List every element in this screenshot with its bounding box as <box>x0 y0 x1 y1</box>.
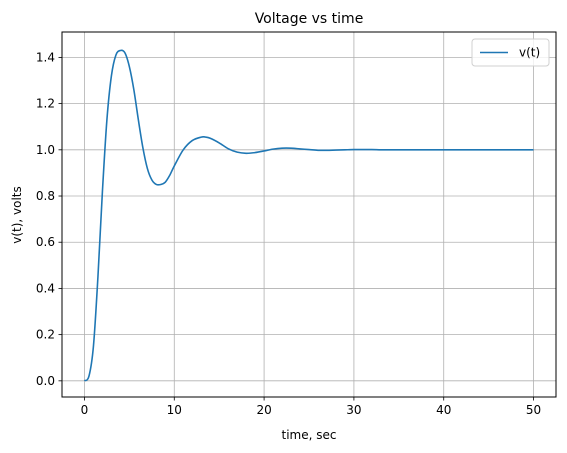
y-tick-label: 0.2 <box>36 328 55 342</box>
plot-frame <box>61 31 557 398</box>
series-layer <box>83 49 534 382</box>
x-tick-label: 10 <box>167 403 182 417</box>
y-tick-label: 0.8 <box>36 189 55 203</box>
y-tick-label: 0.6 <box>36 235 55 249</box>
y-tick-label: 0.4 <box>36 281 55 295</box>
legend: v(t) <box>471 38 550 67</box>
legend-label: v(t) <box>519 46 540 60</box>
y-tick-label: 0.0 <box>36 374 55 388</box>
y-tick-label: 1.2 <box>36 97 55 111</box>
y-tick-label: 1.4 <box>36 50 55 64</box>
x-tick-label: 50 <box>526 403 541 417</box>
x-tick-label: 0 <box>81 403 89 417</box>
chart-title: Voltage vs time <box>255 11 364 27</box>
plot-area <box>62 32 556 397</box>
y-tick-label: 1.0 <box>36 143 55 157</box>
x-axis-label: time, sec <box>282 428 337 442</box>
x-tick-label: 30 <box>346 403 361 417</box>
x-tick-label: 20 <box>256 403 271 417</box>
y-axis-label: v(t), volts <box>10 186 24 244</box>
grid <box>62 32 556 397</box>
legend-box <box>471 38 550 67</box>
ticks: 0 10 20 30 40 50 0.0 0.2 0.4 0.6 0.8 1.0 1.2 1.4 <box>36 50 541 417</box>
series-line <box>83 49 534 382</box>
x-tick-label: 40 <box>436 403 451 417</box>
